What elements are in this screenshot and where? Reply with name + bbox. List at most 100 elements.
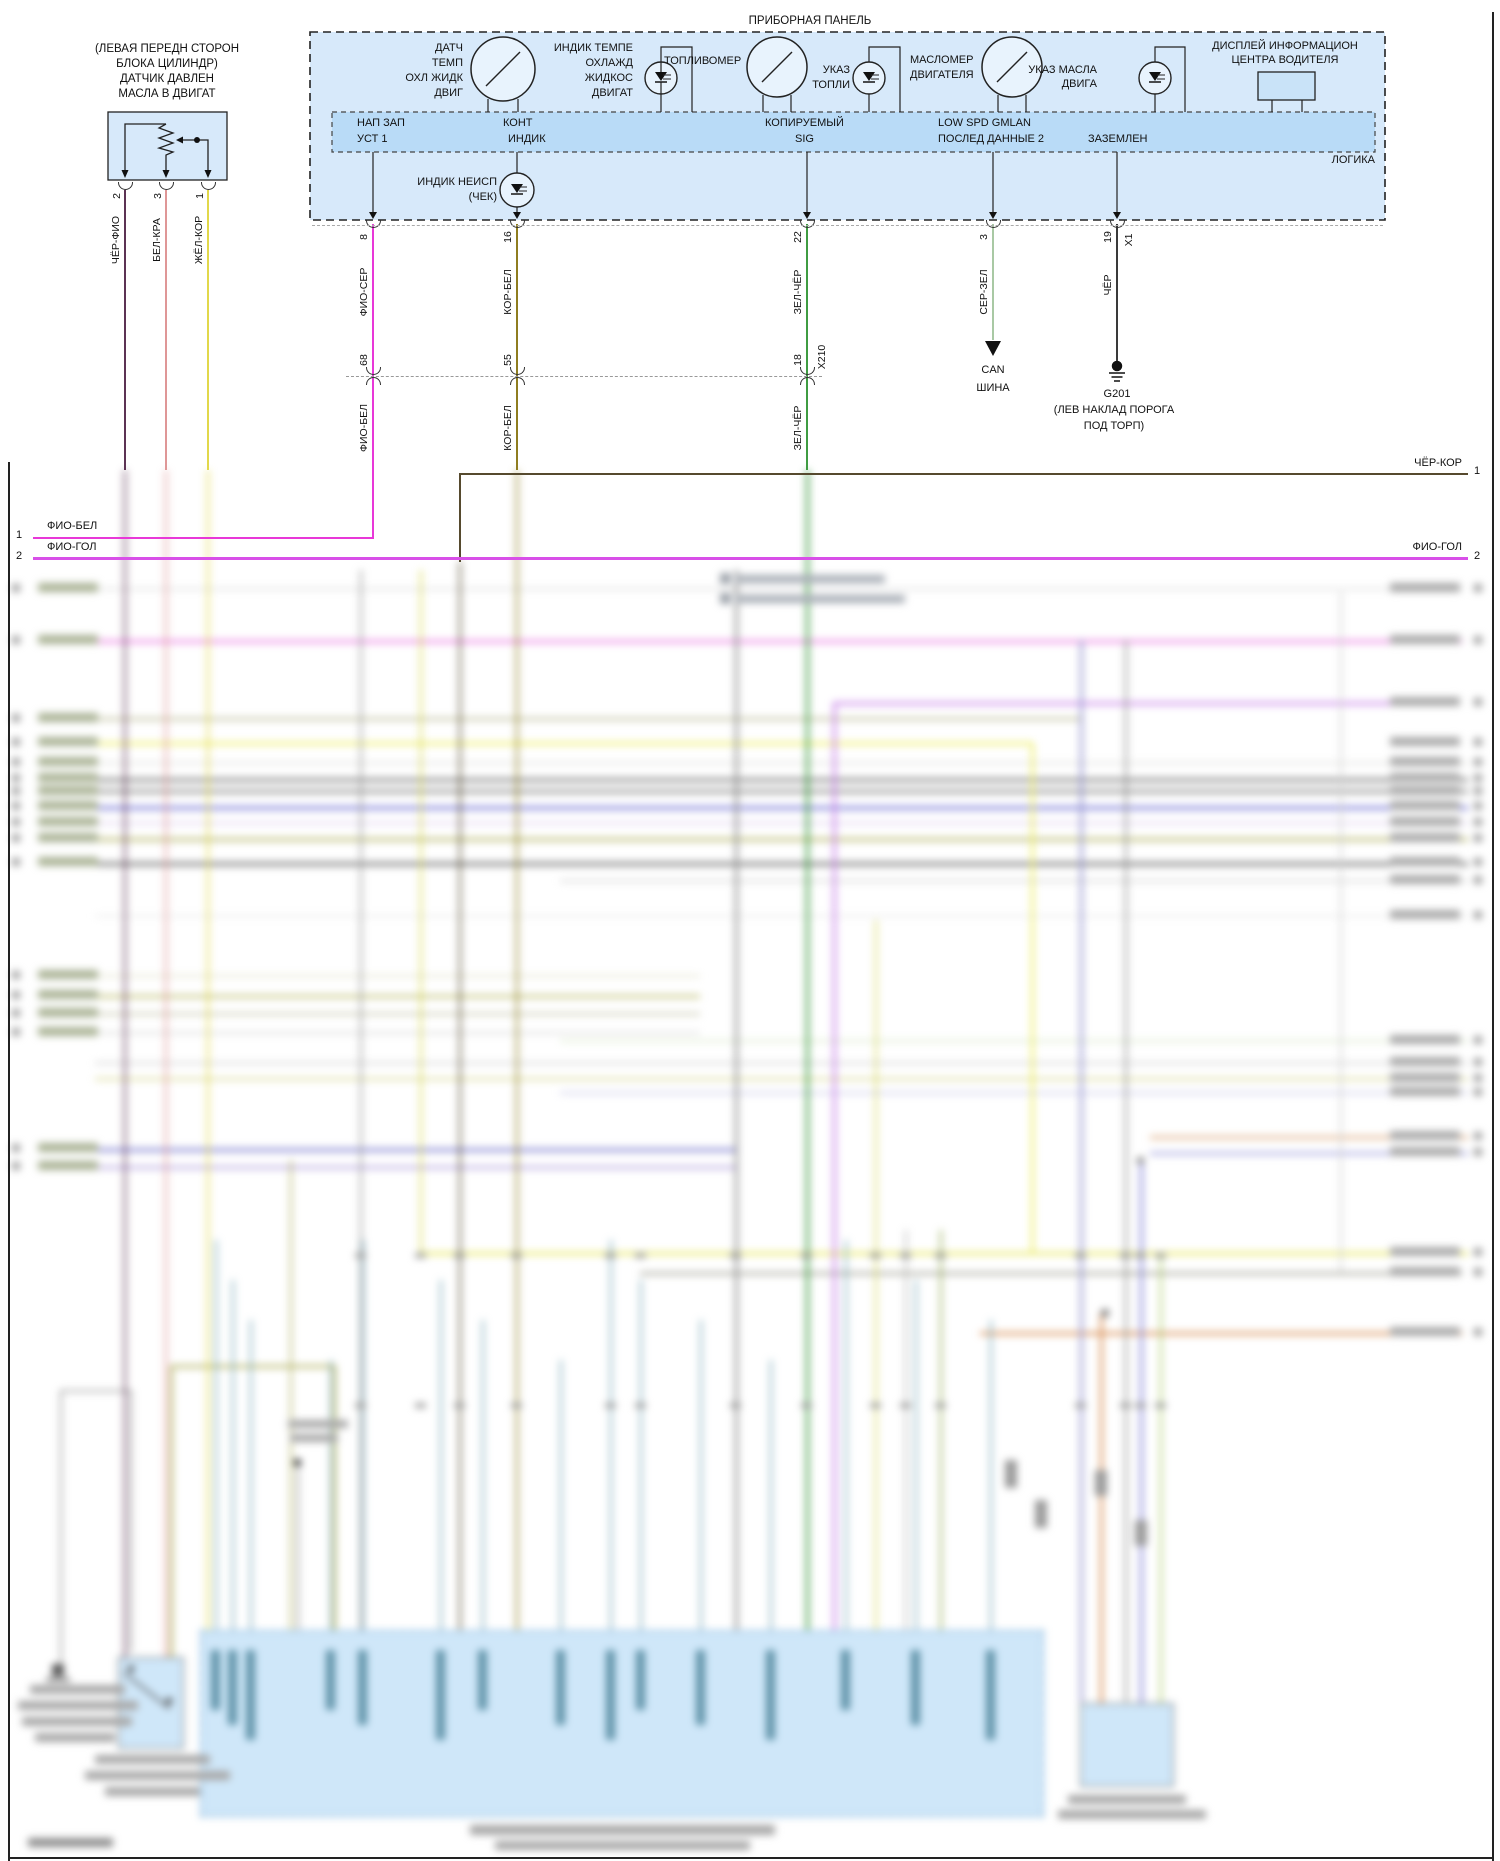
blur-connector-mark xyxy=(454,1403,465,1408)
blur-pin-num xyxy=(12,1009,20,1017)
wire-zel-cher-vert xyxy=(805,224,809,470)
blur-wire-h xyxy=(560,1092,1468,1094)
wire-zhel-kor xyxy=(207,190,209,470)
wire-fio-gol-left-label: ФИО-ГОЛ xyxy=(47,541,97,553)
blur-wire-v xyxy=(60,1390,62,1665)
blur-wire-v xyxy=(170,1365,173,1657)
dashed-link-line xyxy=(312,225,1383,226)
wire-fio-bel-left-label: ФИО-БЕЛ xyxy=(47,520,98,532)
blur-wire-label xyxy=(38,757,98,766)
blur-wire-h xyxy=(95,806,1468,810)
blur-pin-text xyxy=(326,1650,335,1710)
blur-wire-v xyxy=(459,562,461,1630)
blur-smudge xyxy=(22,1717,132,1726)
blur-wire-v xyxy=(1125,640,1127,1702)
blur-smudge xyxy=(1035,1500,1047,1528)
logic-band xyxy=(331,111,1376,153)
blur-wire-v xyxy=(940,1230,942,1630)
ground-id: G201 xyxy=(1103,388,1131,400)
blur-connector-mark xyxy=(1155,1403,1166,1408)
band-term3-line1: КОПИРУЕМЫЙ xyxy=(765,117,844,129)
blur-wire-h xyxy=(1150,1136,1468,1139)
wire-ser-zel-vert xyxy=(992,224,994,340)
blur-wire-v xyxy=(482,1320,484,1630)
blur-pin-num xyxy=(1474,1328,1482,1336)
splice-55: 55 xyxy=(501,354,514,366)
blur-pin-num xyxy=(12,1162,20,1170)
blur-smudge xyxy=(128,1666,134,1672)
oil-ind-label1: УКАЗ МАСЛА xyxy=(1028,64,1097,76)
oil-gauge-label2: ДВИГАТЕЛЯ xyxy=(910,69,974,81)
pin-19: 19 xyxy=(1101,231,1114,243)
blur-wire-v xyxy=(362,1240,364,1630)
splice-18: 18 xyxy=(791,354,804,366)
wire-fio-gol-left-num: 2 xyxy=(16,550,23,562)
blur-smudge xyxy=(720,593,731,604)
band-term1-line2: УСТ 1 xyxy=(357,133,388,145)
band-term4-line1: LOW SPD GMLAN xyxy=(938,117,1031,129)
blur-wire-label xyxy=(38,1161,98,1170)
oil-gauge-label1: МАСЛОМЕР xyxy=(910,54,974,66)
blur-pin-num xyxy=(12,636,20,644)
blur-component-box xyxy=(1080,1703,1174,1787)
band-term2-line2: ИНДИК xyxy=(508,133,546,145)
wire-fio-bel-label: ФИО-БЕЛ xyxy=(357,404,370,452)
blur-connector-mark xyxy=(1135,1253,1146,1258)
blur-wire-h xyxy=(95,762,1468,764)
blur-pin-num xyxy=(1474,1074,1482,1082)
pin-16: 16 xyxy=(501,231,514,243)
blur-pin-text xyxy=(211,1650,220,1710)
blur-wire-label xyxy=(38,583,98,592)
blur-pin-num xyxy=(12,787,20,795)
blur-wire-h xyxy=(95,822,1468,824)
blur-wire-h xyxy=(95,862,1468,866)
blur-connector-mark xyxy=(730,1403,741,1408)
blur-wire-h xyxy=(95,742,1033,745)
blur-wire-label xyxy=(38,786,98,795)
blur-connector-mark xyxy=(1120,1403,1131,1408)
blur-pin-num xyxy=(12,858,20,866)
blur-smudge xyxy=(1101,1309,1109,1317)
blur-smudge xyxy=(495,1841,750,1850)
blur-wire-h xyxy=(560,1040,1468,1042)
blur-pin-num xyxy=(1474,774,1482,782)
blur-connector-mark xyxy=(1075,1403,1086,1408)
blur-wire-label xyxy=(1390,1131,1460,1140)
blur-wire-v xyxy=(360,570,362,1630)
pin-22: 22 xyxy=(791,231,804,243)
blur-smudge xyxy=(290,1434,338,1442)
blur-wire-label xyxy=(1390,857,1460,866)
blur-wire-v xyxy=(516,470,518,1630)
coolant-ind-label3: ЖИДКОС xyxy=(584,72,633,84)
blur-smudge xyxy=(1135,1520,1147,1546)
blur-pin-num xyxy=(1474,858,1482,866)
blur-pin-num xyxy=(12,738,20,746)
blur-pin-num xyxy=(1474,787,1482,795)
blur-wire-label xyxy=(38,1027,98,1036)
coolant-gauge-label3: ОХЛ ЖИДК xyxy=(405,72,463,84)
blur-wire-h xyxy=(95,718,1080,720)
blur-wire-label xyxy=(1390,583,1460,592)
blur-wire-v xyxy=(735,570,738,1630)
blur-wire-v xyxy=(905,1230,907,1630)
blur-wire-label xyxy=(1390,875,1460,884)
blur-pin-num xyxy=(12,991,20,999)
blur-smudge xyxy=(735,575,885,583)
blur-wire-label xyxy=(1390,1057,1460,1066)
wire-fio-ser-label: ФИО-СЕР xyxy=(357,267,370,317)
blur-wire-v xyxy=(845,1240,847,1630)
blur-pin-num xyxy=(1474,1088,1482,1096)
blur-component-box xyxy=(200,1630,1044,1817)
blur-wire-v xyxy=(333,1365,336,1630)
schematic-symbols xyxy=(107,31,1386,382)
blur-smudge xyxy=(1095,1470,1107,1496)
blur-wire-label xyxy=(1390,1147,1460,1156)
panel-output-wires xyxy=(369,152,1121,219)
blur-pin-text xyxy=(436,1650,445,1740)
blur-wire-v xyxy=(1140,1160,1143,1705)
blur-wire-v xyxy=(1031,744,1034,1254)
blur-pin-text xyxy=(606,1650,615,1740)
blur-wire-h xyxy=(95,915,1468,917)
panel-title: ПРИБОРНАЯ ПАНЕЛЬ xyxy=(748,15,872,27)
